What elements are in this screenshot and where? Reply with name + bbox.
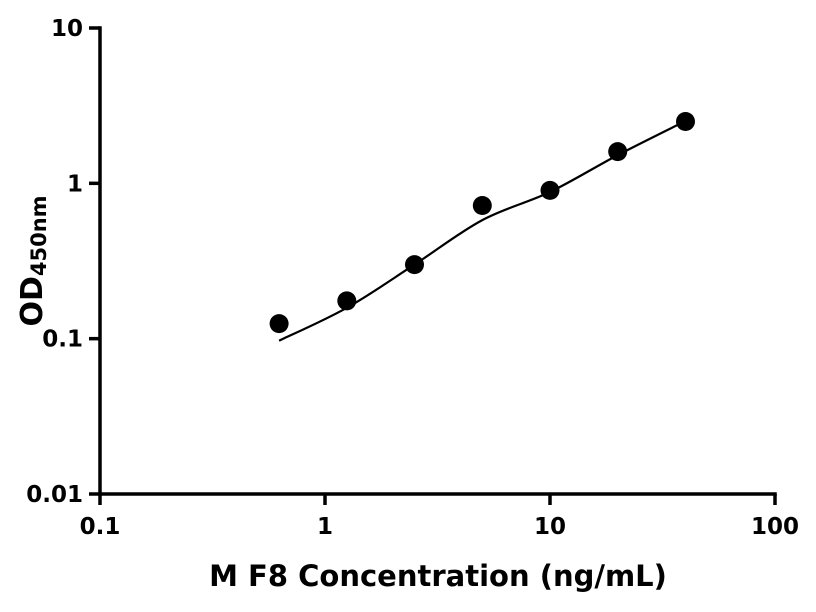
- data-point: [405, 255, 424, 275]
- y-axis-tick-label: 1: [67, 171, 83, 197]
- x-axis-tick-label: 0.1: [80, 514, 121, 540]
- x-axis-tick-label: 1: [317, 514, 333, 540]
- data-point: [608, 142, 628, 162]
- y-axis-tick-label: 10: [51, 16, 83, 42]
- axis-spines: [98, 26, 777, 496]
- data-point: [676, 112, 695, 131]
- y-axis-title-sub: 450nm: [27, 195, 51, 277]
- y-axis-title-main: OD: [15, 276, 50, 327]
- x-axis-title: M F8 Concentration (ng/mL): [209, 559, 667, 593]
- data-point: [540, 180, 560, 200]
- x-axis-tick-label: 100: [751, 514, 799, 540]
- y-axis-tick-label: 0.01: [26, 482, 83, 508]
- data-point: [337, 291, 357, 311]
- y-axis-tick-label: 0.1: [42, 327, 83, 353]
- x-axis-tick-label: 10: [534, 514, 566, 540]
- data-point: [269, 314, 289, 334]
- y-axis-title: OD450nm: [15, 195, 51, 326]
- data-point: [472, 196, 492, 215]
